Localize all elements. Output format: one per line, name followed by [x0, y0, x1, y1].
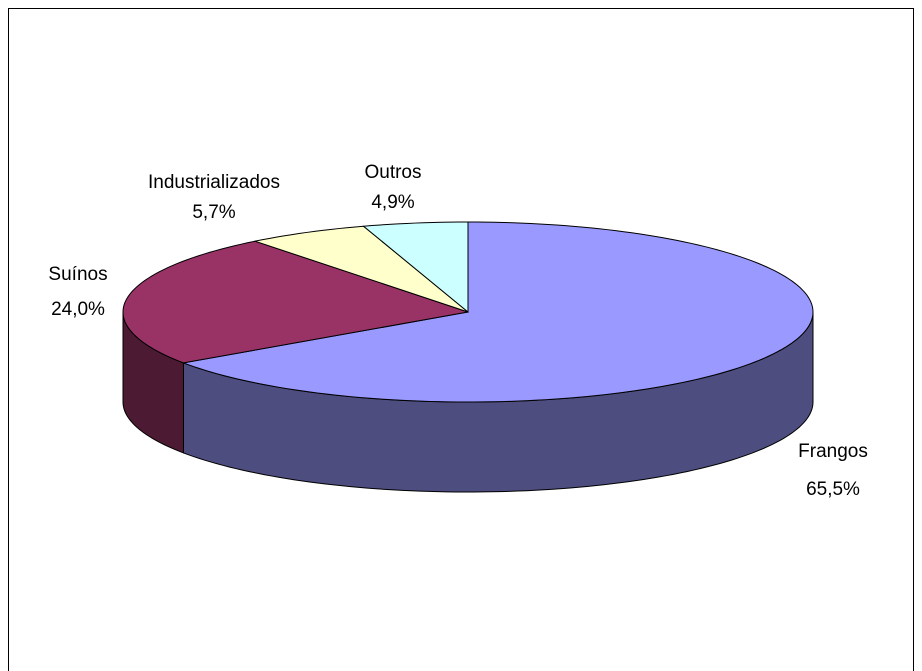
pie-slice: [253, 225, 469, 313]
pie-slice: [181, 221, 814, 403]
pie-slice: [362, 221, 469, 314]
category-label: Industrializados: [148, 172, 280, 193]
category-label: Frangos: [798, 441, 868, 462]
pie-slice: [122, 240, 469, 364]
value-label: 4,9%: [371, 192, 414, 213]
pie-labels: Frangos 65,5% Suínos 24,0% Industrializados 5…: [48, 162, 867, 500]
pie-tops: [122, 221, 814, 403]
value-label: 65,5%: [806, 479, 860, 500]
category-label: Suínos: [48, 264, 107, 285]
category-label: Outros: [364, 162, 421, 183]
value-label: 5,7%: [192, 202, 235, 223]
value-label: 24,0%: [51, 299, 105, 320]
